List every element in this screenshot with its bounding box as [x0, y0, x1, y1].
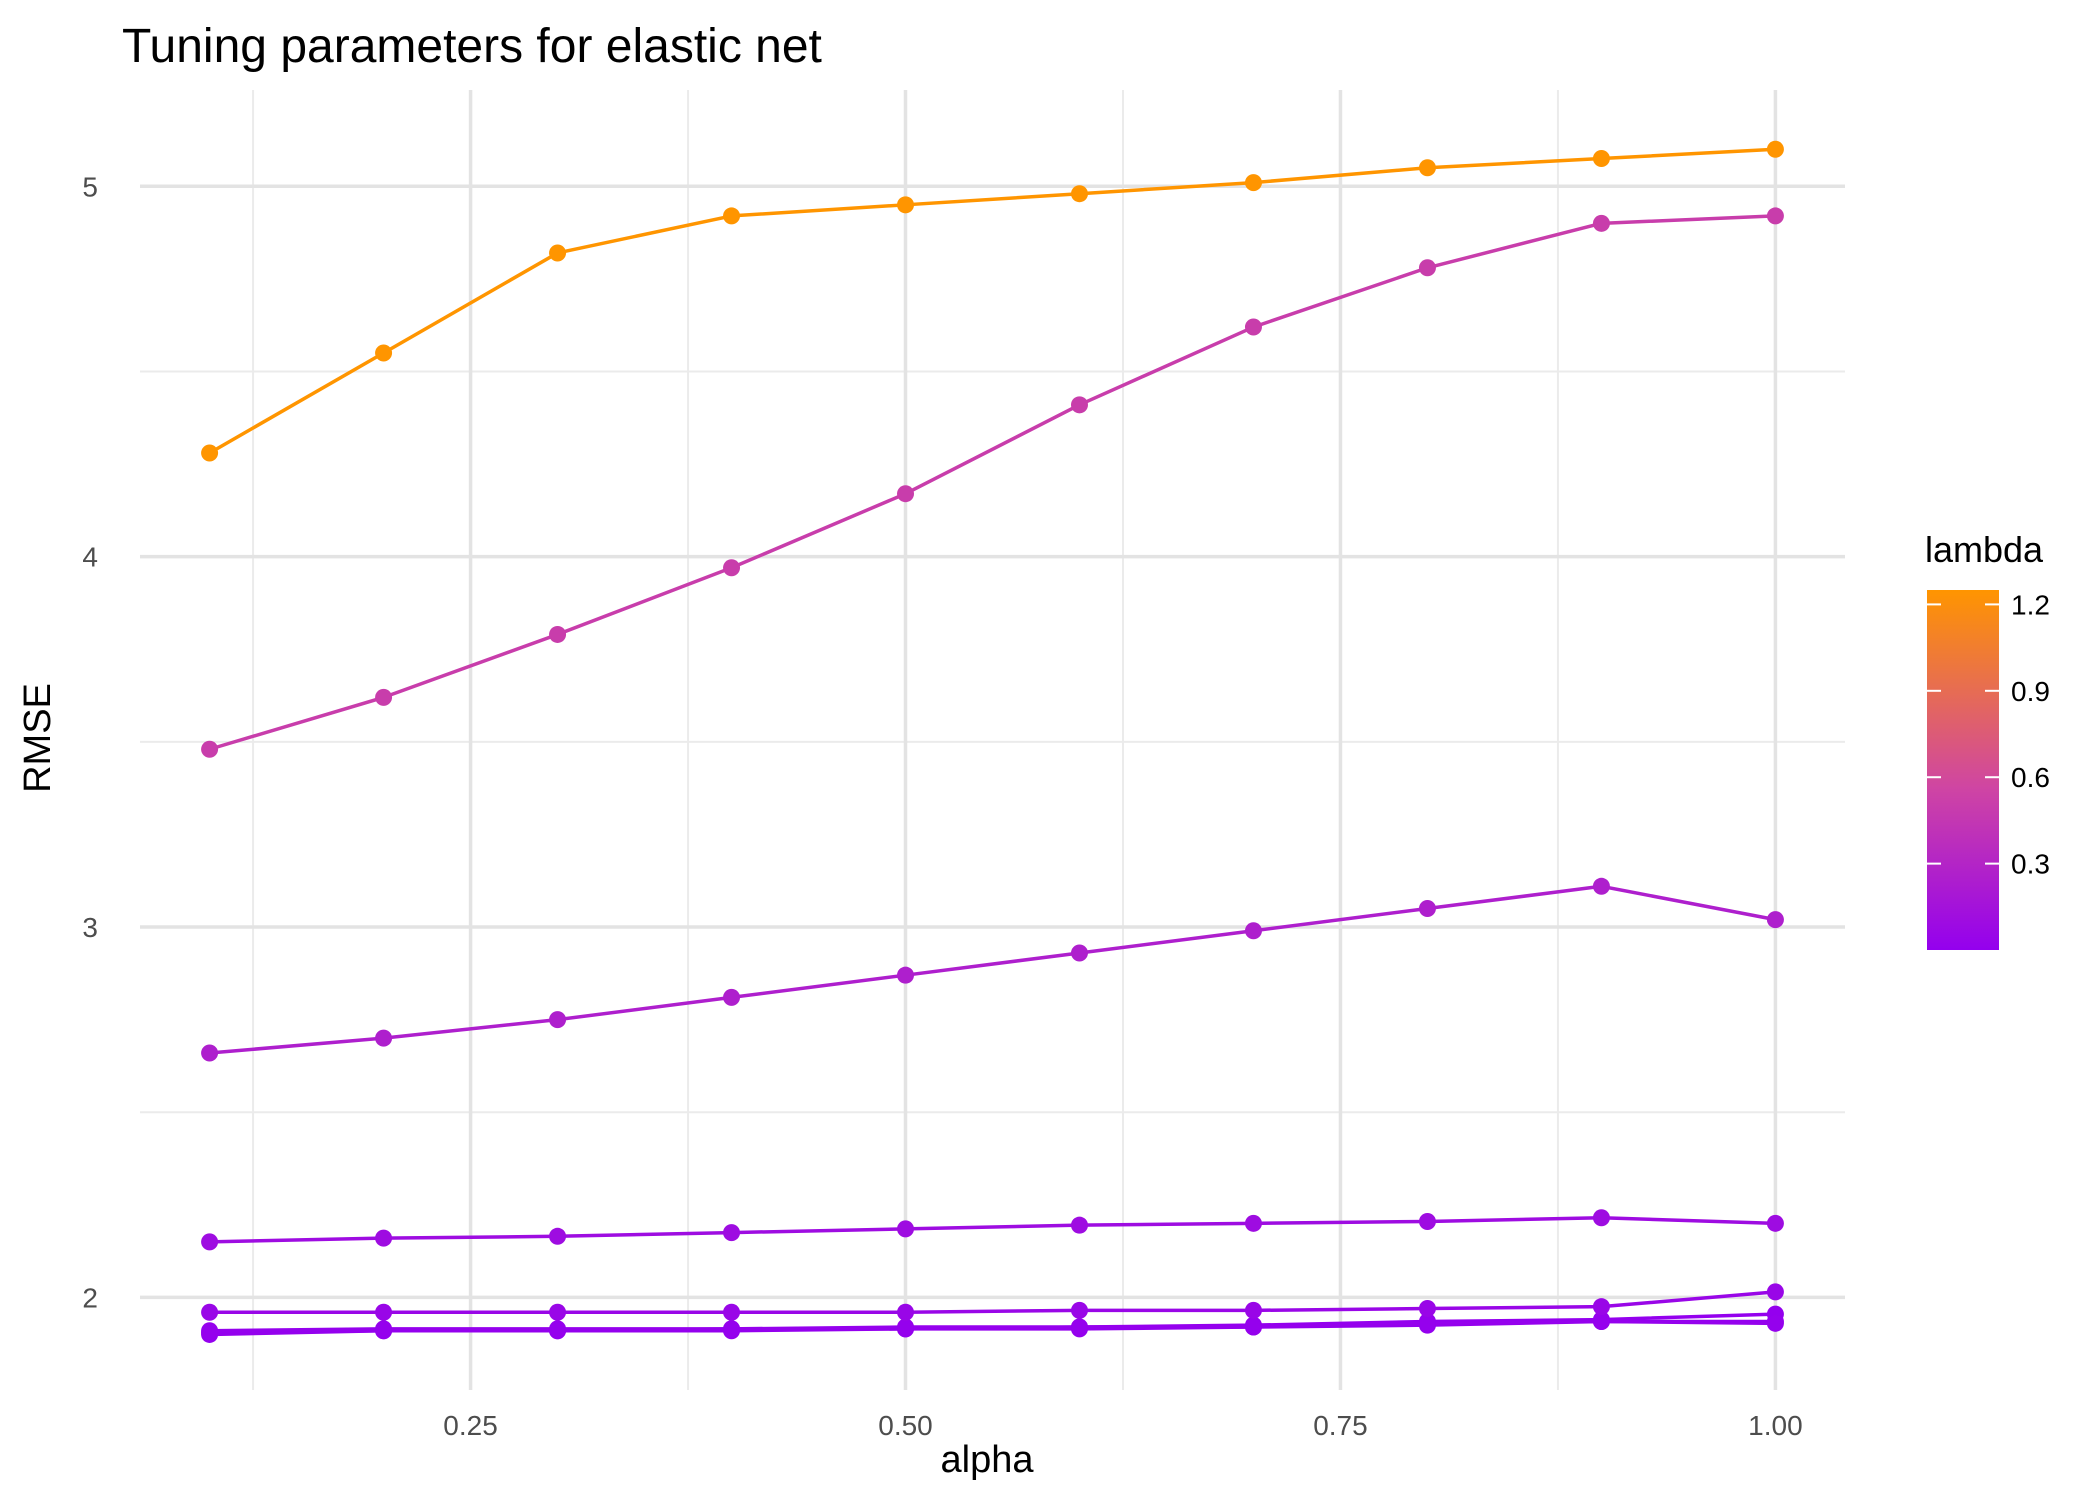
y-axis-ticks: 2 3 4 5 [82, 171, 98, 1313]
y-axis-title: RMSE [17, 683, 59, 793]
data-point [1070, 1318, 1088, 1336]
series-line [209, 1216, 1776, 1244]
series-group [201, 1312, 1784, 1340]
data-point [1592, 1312, 1610, 1330]
data-point [1244, 922, 1262, 940]
legend-break-label: 0.6 [2011, 762, 2050, 793]
data-point [723, 559, 741, 577]
data-point [1592, 1209, 1610, 1227]
data-point [723, 1320, 741, 1338]
data-point [375, 1029, 393, 1047]
data-point [375, 1320, 393, 1338]
data-point [201, 1303, 219, 1321]
data-point [897, 196, 915, 214]
data-point [897, 1220, 915, 1238]
data-point [1766, 140, 1784, 158]
data-point [723, 207, 741, 225]
data-point [201, 1044, 219, 1062]
x-tick-label: 1.00 [1748, 1410, 1803, 1441]
data-point [201, 740, 219, 758]
data-point [1418, 1212, 1436, 1230]
data-point [1592, 150, 1610, 168]
data-point [375, 1303, 393, 1321]
data-point [549, 244, 567, 262]
data-point [375, 688, 393, 706]
y-tick-label: 2 [82, 1282, 98, 1313]
series-line [209, 1290, 1776, 1314]
data-point [1766, 1314, 1784, 1332]
data-point [1592, 877, 1610, 895]
data-point [201, 1233, 219, 1251]
grid-lines [140, 90, 1845, 1390]
data-point [549, 1227, 567, 1245]
data-point [1070, 1216, 1088, 1234]
data-point [1244, 174, 1262, 192]
x-axis-title: alpha [941, 1439, 1035, 1481]
data-point [1766, 1283, 1784, 1301]
data-point [1244, 1214, 1262, 1232]
data-point [1244, 1301, 1262, 1319]
data-point [723, 1303, 741, 1321]
data-point [1766, 207, 1784, 225]
y-tick-label: 5 [82, 171, 98, 202]
data-point [1418, 159, 1436, 177]
series-line [208, 147, 1776, 455]
series-line [209, 1319, 1776, 1333]
data-point [723, 988, 741, 1006]
series-group [201, 1209, 1784, 1251]
series-line [209, 884, 1776, 1055]
data-point [1418, 1314, 1436, 1332]
data-point [1592, 214, 1610, 232]
legend-break-label: 0.9 [2011, 676, 2050, 707]
x-tick-label: 0.75 [1313, 1410, 1368, 1441]
data-point [723, 1224, 741, 1242]
data-point [375, 1229, 393, 1247]
series-group [201, 140, 1784, 462]
color-legend: lambda 0.3 0.6 0.9 1.2 [1925, 529, 2050, 950]
series-group [201, 207, 1784, 758]
data-point [897, 1303, 915, 1321]
legend-colorbar [1927, 590, 1999, 950]
y-tick-label: 3 [82, 912, 98, 943]
plot-series [201, 140, 1784, 1343]
data-point [1070, 185, 1088, 203]
y-tick-label: 4 [82, 542, 98, 573]
data-point [1418, 259, 1436, 277]
data-point [549, 1011, 567, 1029]
data-point [375, 344, 393, 362]
data-point [897, 966, 915, 984]
data-point [1070, 396, 1088, 414]
series-group [201, 1283, 1784, 1321]
legend-breaks: 0.3 0.6 0.9 1.2 [1927, 589, 2050, 880]
legend-break-label: 1.2 [2011, 589, 2050, 620]
series-group [201, 877, 1784, 1062]
series-line [209, 214, 1776, 751]
x-tick-label: 0.50 [878, 1410, 933, 1441]
data-point [549, 1320, 567, 1338]
legend-break-label: 0.3 [2011, 849, 2050, 880]
data-point [897, 1318, 915, 1336]
chart-title: Tuning parameters for elastic net [122, 20, 822, 73]
data-point [1418, 900, 1436, 918]
data-point [201, 1322, 219, 1340]
data-point [201, 444, 219, 462]
data-point [1070, 1301, 1088, 1319]
data-point [1766, 911, 1784, 929]
x-axis-ticks: 0.25 0.50 0.75 1.00 [443, 1410, 1802, 1441]
data-point [1244, 318, 1262, 336]
data-point [1418, 1300, 1436, 1318]
x-tick-label: 0.25 [443, 1410, 498, 1441]
data-point [1244, 1318, 1262, 1336]
data-point [549, 625, 567, 643]
data-point [1766, 1214, 1784, 1232]
data-point [549, 1303, 567, 1321]
legend-title: lambda [1925, 529, 2044, 570]
data-point [1592, 1298, 1610, 1316]
data-point [897, 485, 915, 503]
data-point [1070, 944, 1088, 962]
